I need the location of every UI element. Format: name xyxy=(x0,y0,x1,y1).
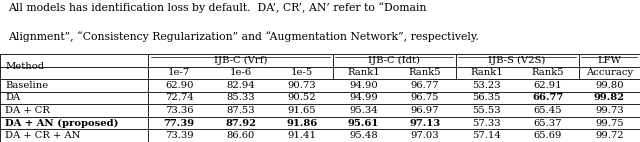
Text: DA + CR + AN: DA + CR + AN xyxy=(5,131,81,140)
Text: 73.36: 73.36 xyxy=(165,106,193,115)
Text: Rank1: Rank1 xyxy=(347,68,380,77)
Text: DA + CR: DA + CR xyxy=(5,106,50,115)
Text: 65.37: 65.37 xyxy=(534,119,562,128)
Text: 99.80: 99.80 xyxy=(595,81,623,90)
Text: 62.90: 62.90 xyxy=(165,81,193,90)
Text: IJB-S (V2S): IJB-S (V2S) xyxy=(488,56,546,65)
Text: 90.52: 90.52 xyxy=(288,93,316,103)
Text: 99.73: 99.73 xyxy=(595,106,623,115)
Text: Baseline: Baseline xyxy=(5,81,49,90)
Text: Rank5: Rank5 xyxy=(532,68,564,77)
Text: 62.91: 62.91 xyxy=(534,81,562,90)
Text: 96.75: 96.75 xyxy=(411,93,439,103)
Text: IJB-C (Vrf): IJB-C (Vrf) xyxy=(214,56,268,65)
Text: 56.35: 56.35 xyxy=(472,93,500,103)
Text: 57.14: 57.14 xyxy=(472,131,501,140)
Text: 99.72: 99.72 xyxy=(595,131,623,140)
Text: 95.34: 95.34 xyxy=(349,106,378,115)
Text: DA + AN (proposed): DA + AN (proposed) xyxy=(5,119,118,128)
Text: Alignment”, “Consistency Regularization” and “Augmentation Network”, respectivel: Alignment”, “Consistency Regularization”… xyxy=(8,31,479,42)
Text: IJB-C (Idt): IJB-C (Idt) xyxy=(368,56,420,65)
Text: 94.90: 94.90 xyxy=(349,81,378,90)
Text: All models has identification loss by default.  DA’, CR’, AN’ refer to “Domain: All models has identification loss by de… xyxy=(8,3,426,13)
Text: 65.69: 65.69 xyxy=(534,131,562,140)
Text: 94.99: 94.99 xyxy=(349,93,378,103)
Text: 91.86: 91.86 xyxy=(287,119,317,128)
Text: 72.74: 72.74 xyxy=(165,93,193,103)
Text: 1e-7: 1e-7 xyxy=(168,68,190,77)
Text: 85.33: 85.33 xyxy=(227,93,255,103)
Text: 95.61: 95.61 xyxy=(348,119,380,128)
Text: 99.75: 99.75 xyxy=(595,119,623,128)
Text: DA: DA xyxy=(5,93,20,103)
Text: Rank5: Rank5 xyxy=(409,68,441,77)
Text: 1e-5: 1e-5 xyxy=(291,68,313,77)
Text: 87.92: 87.92 xyxy=(225,119,256,128)
Text: 55.53: 55.53 xyxy=(472,106,500,115)
Text: 73.39: 73.39 xyxy=(165,131,193,140)
Text: 99.82: 99.82 xyxy=(594,93,625,103)
Text: 97.13: 97.13 xyxy=(410,119,440,128)
Text: 82.94: 82.94 xyxy=(227,81,255,90)
Text: 87.53: 87.53 xyxy=(227,106,255,115)
Text: Method: Method xyxy=(5,62,44,71)
Text: 57.33: 57.33 xyxy=(472,119,500,128)
Text: 96.97: 96.97 xyxy=(411,106,439,115)
Text: 90.73: 90.73 xyxy=(288,81,316,90)
Text: LFW: LFW xyxy=(597,56,621,65)
Text: 65.45: 65.45 xyxy=(534,106,562,115)
Text: 1e-6: 1e-6 xyxy=(230,68,252,77)
Text: 95.48: 95.48 xyxy=(349,131,378,140)
Text: Accuracy: Accuracy xyxy=(586,68,633,77)
Text: 97.03: 97.03 xyxy=(411,131,439,140)
Text: 86.60: 86.60 xyxy=(227,131,255,140)
Text: 91.41: 91.41 xyxy=(287,131,317,140)
Text: 77.39: 77.39 xyxy=(164,119,195,128)
Text: Rank1: Rank1 xyxy=(470,68,503,77)
Text: 53.23: 53.23 xyxy=(472,81,500,90)
Text: 91.65: 91.65 xyxy=(288,106,316,115)
Text: 96.77: 96.77 xyxy=(411,81,439,90)
Text: 66.77: 66.77 xyxy=(532,93,563,103)
